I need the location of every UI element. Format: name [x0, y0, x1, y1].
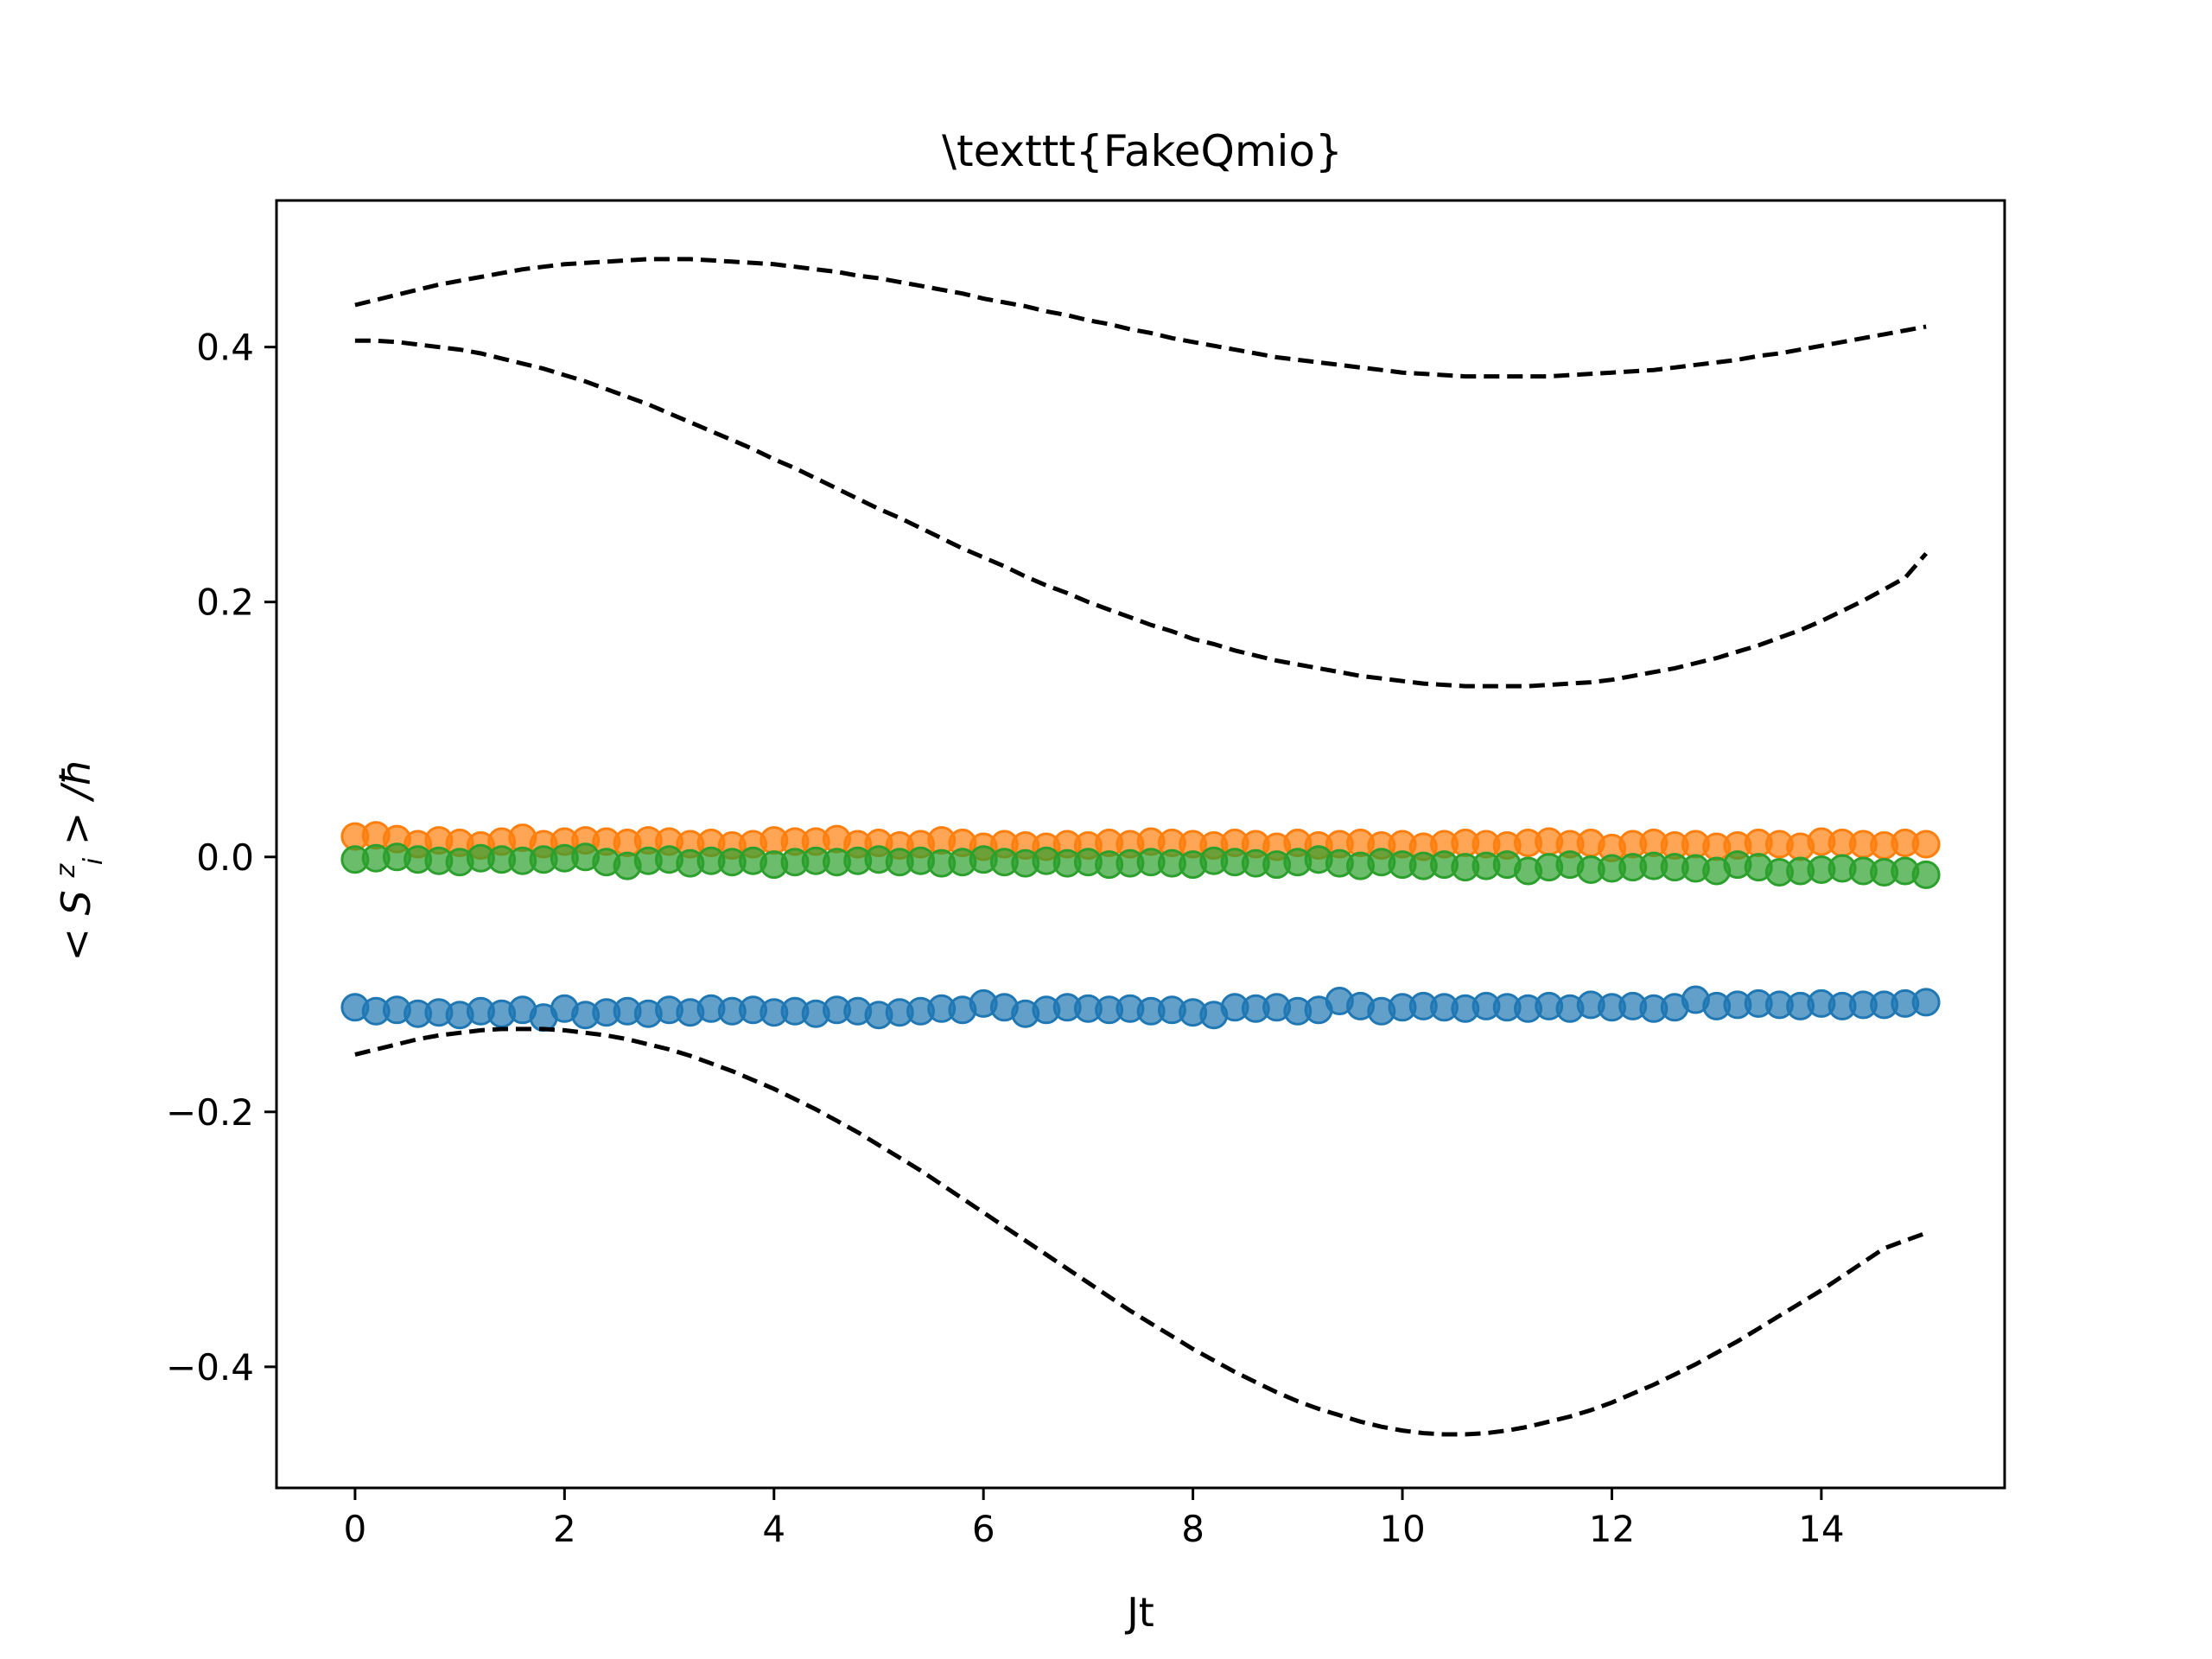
data-point: [1911, 860, 1941, 889]
y-axis-title-main: < S: [53, 890, 99, 961]
exact-curve-3: [354, 1027, 1927, 1437]
x-tick-label: 10: [1379, 1508, 1425, 1550]
y-tick-label: 0.4: [196, 327, 254, 369]
x-axis-ticks: 0 2 4 6 8 10 12 14: [344, 1488, 1845, 1550]
plot-frame: [275, 199, 2006, 1490]
series-blue: [340, 985, 1941, 1033]
chart-title: \texttt{FakeQmio}: [942, 126, 1343, 176]
y-tick-label: −0.4: [166, 1346, 254, 1389]
exact-curve-2: [354, 338, 1928, 689]
x-tick-label: 6: [972, 1508, 995, 1550]
y-axis-ticks: −0.4 −0.2 0.0 0.2 0.4: [166, 327, 276, 1389]
y-axis-title-sup: z: [51, 862, 81, 878]
data-point: [1911, 830, 1941, 859]
y-axis-title: < S z i > /ħ: [37, 759, 111, 962]
x-tick-label: 0: [344, 1508, 367, 1550]
y-axis-title-tail: > /ħ: [53, 759, 99, 846]
y-tick-label: 0.0: [196, 836, 254, 879]
x-tick-label: 12: [1589, 1508, 1635, 1550]
x-tick-label: 14: [1798, 1508, 1844, 1550]
data-point: [1911, 988, 1941, 1017]
y-tick-label: −0.2: [166, 1091, 254, 1134]
series-layer: [340, 257, 1941, 1437]
x-axis-title: Jt: [1124, 1589, 1154, 1636]
exact-curve-1: [354, 257, 1927, 379]
y-axis-title-sub: i: [79, 857, 109, 865]
x-tick-label: 2: [553, 1508, 576, 1550]
x-tick-label: 4: [762, 1508, 785, 1550]
series-green: [340, 842, 1941, 889]
x-tick-label: 8: [1181, 1508, 1205, 1550]
y-tick-label: 0.2: [196, 582, 254, 624]
